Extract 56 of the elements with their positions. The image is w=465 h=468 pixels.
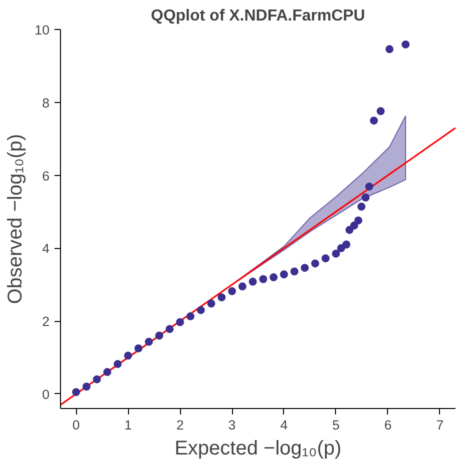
x-tick-label: 0: [72, 418, 80, 432]
point: [248, 278, 257, 286]
point: [134, 344, 142, 352]
point: [350, 222, 358, 230]
point: [207, 300, 216, 308]
point: [385, 45, 394, 54]
point: [322, 254, 330, 262]
x-tick-label: 2: [176, 418, 184, 432]
y-tick-label: 6: [42, 168, 50, 184]
point: [186, 312, 194, 320]
point: [196, 306, 205, 314]
x-tick-label: 3: [228, 418, 236, 432]
x-axis-title: Expected −log₁₀(p): [174, 438, 342, 460]
point: [365, 182, 374, 191]
point: [354, 216, 362, 224]
point: [238, 282, 246, 290]
point: [357, 202, 366, 211]
x-tick-label: 4: [280, 418, 288, 432]
point: [176, 318, 184, 326]
point: [144, 338, 153, 346]
point: [114, 360, 122, 368]
x-tick-label: 1: [124, 418, 132, 432]
point: [228, 287, 236, 296]
point: [270, 273, 278, 282]
point: [311, 259, 320, 268]
point: [166, 325, 174, 334]
point: [218, 293, 226, 302]
point: [92, 375, 101, 384]
point: [72, 388, 80, 396]
y-tick-label: 8: [42, 95, 50, 110]
y-axis-title: Observed −log₁₀(p): [4, 134, 27, 304]
point: [155, 332, 164, 340]
point: [345, 226, 354, 234]
x-tick-label: 5: [332, 418, 340, 432]
point: [376, 107, 385, 116]
chart-title: QQplot of X.NDFA.FarmCPU: [150, 8, 366, 24]
point: [82, 382, 90, 391]
point: [332, 250, 340, 258]
point: [300, 264, 309, 272]
point: [402, 40, 410, 48]
point: [259, 275, 268, 284]
line-series: [60, 127, 456, 406]
point: [290, 267, 298, 276]
point: [342, 240, 350, 249]
point: [370, 116, 378, 125]
point: [124, 352, 132, 360]
y-tick-label: 4: [42, 241, 50, 256]
point: [362, 194, 370, 202]
x-tick-label: 6: [384, 418, 392, 432]
y-tick-label: 10: [34, 22, 50, 38]
point: [103, 368, 112, 376]
point: [337, 244, 346, 252]
point: [280, 270, 288, 278]
y-tick-label: 2: [42, 314, 50, 330]
y-tick-label: 0: [42, 386, 50, 402]
x-tick-label: 7: [436, 418, 444, 432]
